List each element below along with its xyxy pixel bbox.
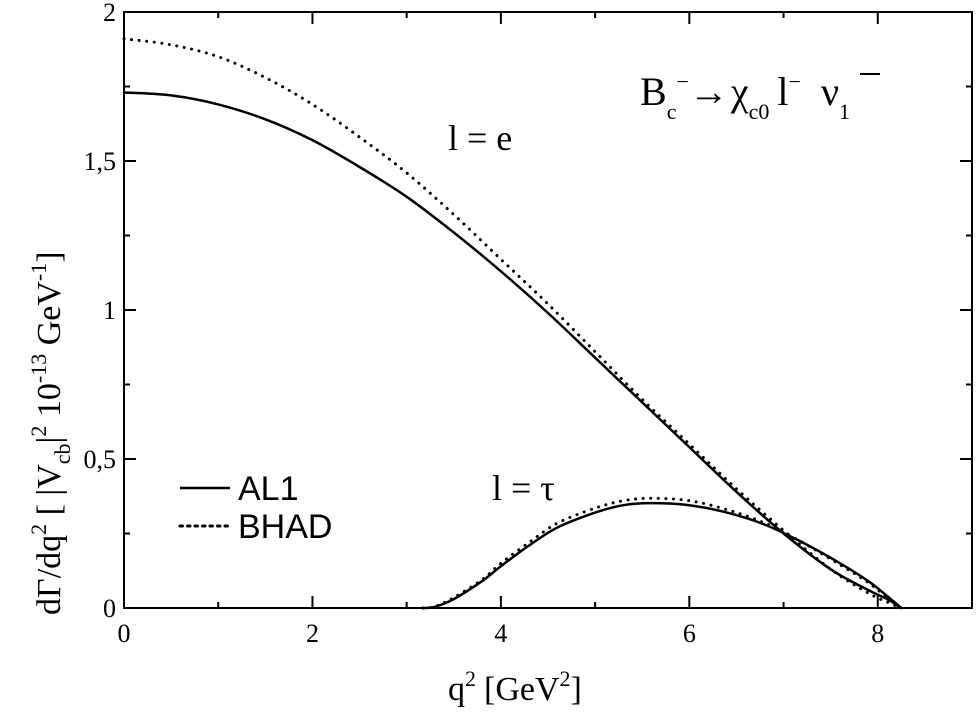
series-bhad-tau: [421, 496, 903, 610]
series-layer: [122, 37, 903, 610]
x-tick-label: 6: [683, 619, 696, 648]
y-tick-label: 1,5: [84, 147, 117, 176]
tick-labels: 0 2 4 6 8 0 0,5 1 1,5 2: [84, 0, 885, 648]
annotation-l-tau: l = τ: [492, 468, 555, 508]
x-tick-label: 0: [118, 619, 131, 648]
y-tick-label: 0: [103, 594, 116, 623]
series-al1-e: [122, 91, 903, 610]
x-tick-label: 2: [306, 619, 319, 648]
y-tick-label: 2: [103, 0, 116, 27]
axis-ticks: [123, 11, 973, 609]
y-tick-label: 1: [103, 296, 116, 325]
y-tick-label: 0,5: [84, 445, 117, 474]
legend: AL1 BHAD: [178, 470, 332, 546]
legend-label-bhad: BHAD: [238, 508, 332, 546]
y-axis-label: dΓ/dq2 [ |Vcb|2 10-13 GeV-1]: [26, 251, 75, 615]
x-tick-label: 8: [871, 619, 884, 648]
annotation-l-e: l = e: [448, 118, 512, 158]
x-axis-label: q2 [GeV2]: [448, 666, 582, 708]
series-al1-tau: [421, 501, 903, 610]
legend-label-al1: AL1: [238, 470, 299, 508]
x-tick-label: 4: [494, 619, 507, 648]
chart-title: Bc−→χc0 l− ν1: [640, 69, 850, 124]
